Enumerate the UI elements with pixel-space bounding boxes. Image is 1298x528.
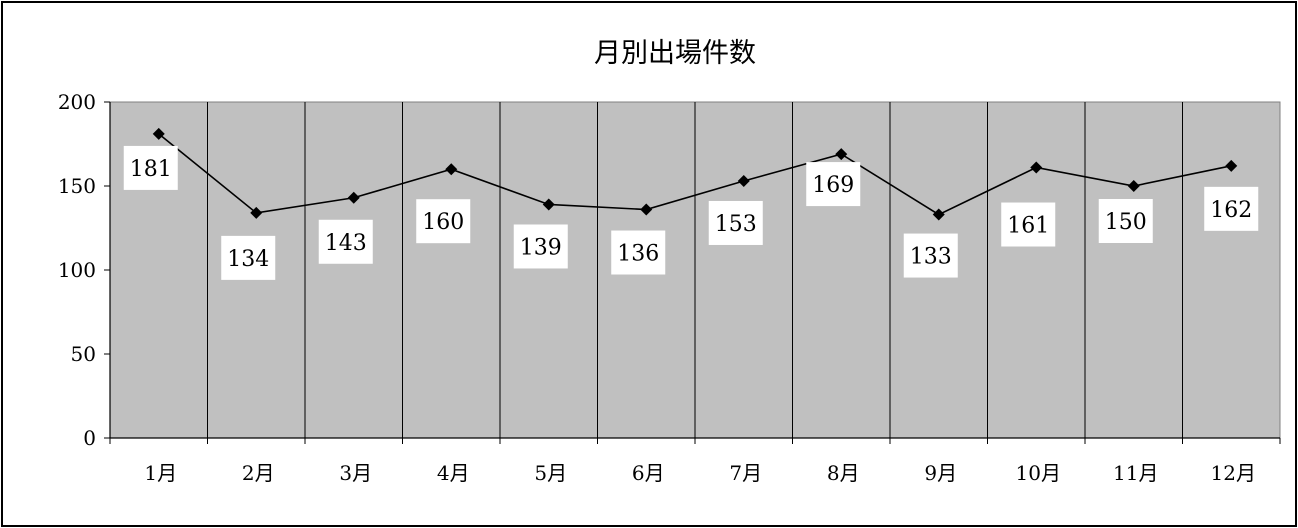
- x-tick-label: 11月: [1113, 461, 1158, 485]
- data-label-box: [221, 235, 276, 280]
- data-label: 143: [325, 231, 367, 256]
- data-label: 150: [1105, 210, 1147, 235]
- data-label: 153: [715, 212, 757, 237]
- data-label: 181: [130, 157, 172, 182]
- data-label: 160: [422, 210, 464, 235]
- data-label-box: [318, 219, 373, 264]
- x-tick-label: 3月: [339, 461, 372, 485]
- data-label-box: [1204, 186, 1259, 231]
- data-label: 162: [1210, 198, 1252, 223]
- data-label-box: [806, 162, 861, 207]
- data-label-box: [1098, 199, 1153, 243]
- data-label: 133: [910, 245, 952, 270]
- y-tick-label: 100: [58, 258, 96, 282]
- data-label-box: [708, 200, 763, 245]
- data-label-box: [513, 224, 568, 269]
- data-point-marker: [737, 174, 750, 187]
- data-label: 134: [227, 247, 269, 272]
- x-tick-label: 8月: [827, 461, 860, 485]
- data-point-marker: [835, 148, 848, 161]
- y-tick-label: 50: [71, 342, 96, 366]
- data-point-marker: [1225, 159, 1238, 172]
- plot-area: 0 50 100 150 200 1月 2月 3月 4月 5月 6月 7月 8月 9月 10月 11月 12月 1…: [58, 90, 1281, 485]
- data-label-box: [123, 145, 178, 190]
- data-label-box: [903, 233, 958, 278]
- data-point-marker: [445, 163, 458, 176]
- data-label-box: [611, 230, 666, 275]
- x-tick-label: 9月: [924, 461, 957, 485]
- x-tick-label: 12月: [1211, 461, 1256, 485]
- data-label: 169: [812, 173, 854, 198]
- data-point-marker: [347, 191, 360, 204]
- data-point-marker: [542, 198, 555, 211]
- data-point-marker: [1127, 180, 1140, 192]
- x-tick-label: 1月: [144, 461, 177, 485]
- data-label: 139: [520, 235, 562, 260]
- x-tick-label: 7月: [729, 461, 762, 485]
- data-point-marker: [640, 203, 653, 216]
- data-point-marker: [932, 208, 945, 221]
- x-tick-label: 4月: [437, 461, 470, 485]
- y-tick-label: 150: [58, 174, 96, 198]
- y-tick-label: 0: [83, 426, 96, 450]
- data-label-box: [1001, 202, 1056, 247]
- x-tick-label: 5月: [534, 461, 567, 485]
- x-tick-label: 6月: [632, 461, 665, 485]
- x-tick-label: 10月: [1016, 461, 1061, 485]
- data-label-box: [416, 199, 471, 244]
- y-tick-label: 200: [58, 90, 96, 114]
- data-label: 136: [617, 242, 659, 267]
- series-line: [158, 133, 1232, 216]
- data-point-marker: [152, 127, 165, 140]
- data-label: 161: [1007, 214, 1049, 239]
- data-point-marker: [1030, 161, 1043, 174]
- data-point-marker: [250, 206, 263, 219]
- chart-title: 月別出場件数: [594, 38, 756, 69]
- x-tick-label: 2月: [242, 461, 275, 485]
